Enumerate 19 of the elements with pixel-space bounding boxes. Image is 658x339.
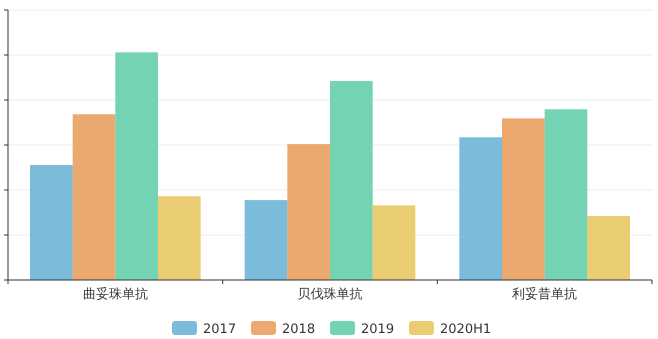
bar bbox=[502, 118, 545, 280]
bar bbox=[459, 137, 502, 280]
bar bbox=[587, 216, 630, 280]
x-tick-label: 利妥昔单抗 bbox=[512, 287, 578, 302]
bar bbox=[330, 81, 373, 280]
legend-label: 2018 bbox=[282, 322, 316, 337]
x-tick-label: 曲妥珠单抗 bbox=[82, 287, 148, 302]
bar bbox=[115, 52, 158, 280]
legend-label: 2020H1 bbox=[440, 322, 492, 337]
bar bbox=[244, 200, 288, 280]
bar bbox=[30, 165, 73, 280]
bar bbox=[72, 114, 116, 280]
bar bbox=[544, 109, 588, 280]
bar bbox=[287, 144, 330, 280]
legend-label: 2017 bbox=[203, 322, 236, 337]
bar bbox=[372, 205, 416, 280]
legend-label: 2019 bbox=[361, 322, 394, 337]
bar bbox=[158, 196, 201, 280]
x-tick-label: 贝伐珠单抗 bbox=[298, 287, 362, 302]
